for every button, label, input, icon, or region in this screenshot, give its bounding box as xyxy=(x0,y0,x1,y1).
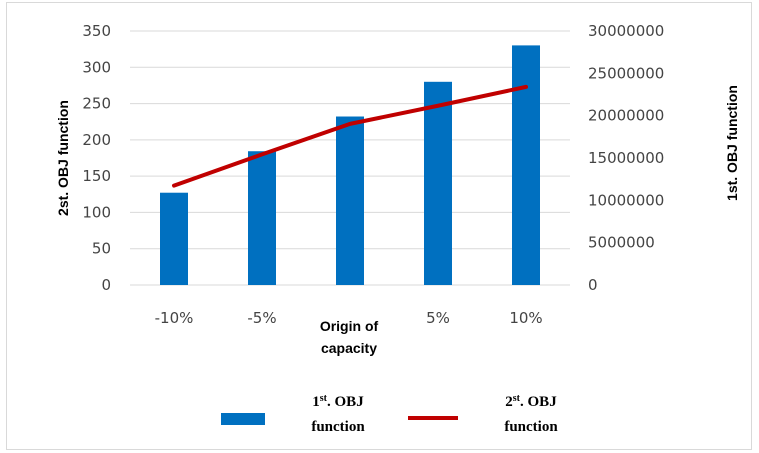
category-label-4: 10% xyxy=(509,309,542,327)
category-label-3: 5% xyxy=(426,309,450,327)
legend-bar-swatch xyxy=(221,413,265,425)
left-tick-label-2: 100 xyxy=(82,203,111,221)
left-tick-label-3: 150 xyxy=(82,167,111,185)
chart-frame xyxy=(6,2,752,450)
bar-2 xyxy=(336,116,364,285)
line-series xyxy=(172,84,528,188)
x-axis-title-line-2: capacity xyxy=(321,340,377,356)
left-axis-title: 2st. OBJ function xyxy=(55,100,71,216)
left-tick-label-7: 350 xyxy=(82,22,111,40)
bar-3 xyxy=(424,81,452,285)
right-tick-label-2: 10000000 xyxy=(588,191,664,209)
bar-4 xyxy=(512,45,540,285)
legend-label-2-line-2: function xyxy=(504,419,558,435)
left-tick-label-0: 0 xyxy=(101,276,111,294)
legend-label-1-line-2: function xyxy=(311,419,365,435)
bar-0 xyxy=(160,192,188,285)
right-axis-title: 1st. OBJ function xyxy=(724,85,740,201)
right-tick-label-1: 5000000 xyxy=(588,234,655,252)
bar-1 xyxy=(248,151,276,285)
category-label-1: -5% xyxy=(247,309,276,327)
left-tick-label-4: 200 xyxy=(82,131,111,149)
x-axis-title-line-1: Origin of xyxy=(320,318,379,334)
right-tick-label-4: 20000000 xyxy=(588,107,664,125)
right-tick-label-6: 30000000 xyxy=(588,22,664,40)
category-label-0: -10% xyxy=(155,309,194,327)
left-tick-label-6: 300 xyxy=(82,58,111,76)
right-tick-label-3: 15000000 xyxy=(588,149,664,167)
right-tick-label-5: 25000000 xyxy=(588,64,664,82)
right-tick-label-0: 0 xyxy=(588,276,598,294)
left-tick-label-5: 250 xyxy=(82,95,111,113)
left-tick-label-1: 50 xyxy=(92,240,111,258)
legend-label-2-line-1: 2st. OBJ xyxy=(505,393,557,410)
legend-label-1-line-1: 1st. OBJ xyxy=(312,393,364,410)
